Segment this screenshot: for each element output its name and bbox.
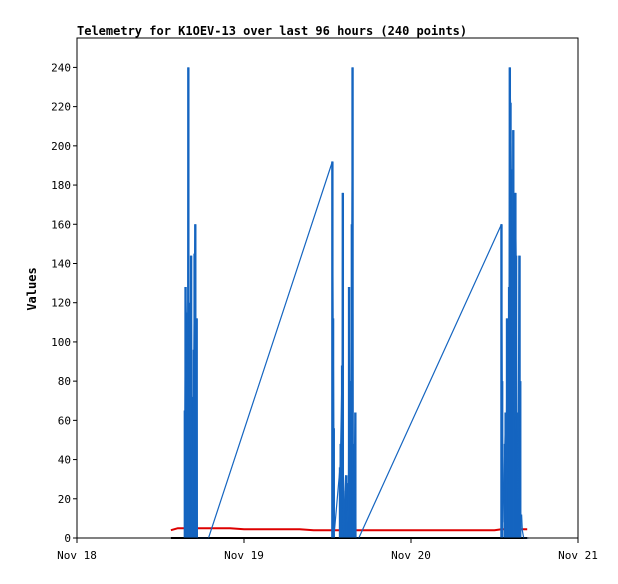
plot-frame [76, 37, 579, 539]
y-tick-label: 60 [58, 414, 71, 427]
x-tick-label: Nov 21 [558, 549, 598, 562]
y-axis: 0 20 40 60 80 100 120 140 160 180 200 220 240 [51, 61, 77, 545]
y-tick-label: 140 [51, 257, 71, 270]
x-tick-label: Nov 19 [224, 549, 264, 562]
y-tick-label: 120 [51, 297, 71, 310]
chart-marks [170, 67, 529, 539]
y-tick-label: 80 [58, 375, 71, 388]
x-axis: Nov 18 Nov 19 Nov 20 Nov 21 [57, 538, 598, 562]
y-tick-label: 100 [51, 336, 71, 349]
y-tick-label: 160 [51, 218, 71, 231]
chart-title: Telemetry for K1OEV-13 over last 96 hour… [77, 24, 467, 38]
x-tick-label: Nov 18 [57, 549, 97, 562]
y-axis-label: Values [25, 267, 39, 310]
y-tick-label: 0 [64, 532, 71, 545]
spike-series-line [184, 67, 529, 539]
y-tick-label: 240 [51, 61, 71, 74]
x-tick-label: Nov 20 [391, 549, 431, 562]
y-tick-label: 220 [51, 101, 71, 114]
y-tick-label: 200 [51, 140, 71, 153]
y-tick-label: 180 [51, 179, 71, 192]
y-tick-label: 40 [58, 454, 71, 467]
y-tick-label: 20 [58, 493, 71, 506]
